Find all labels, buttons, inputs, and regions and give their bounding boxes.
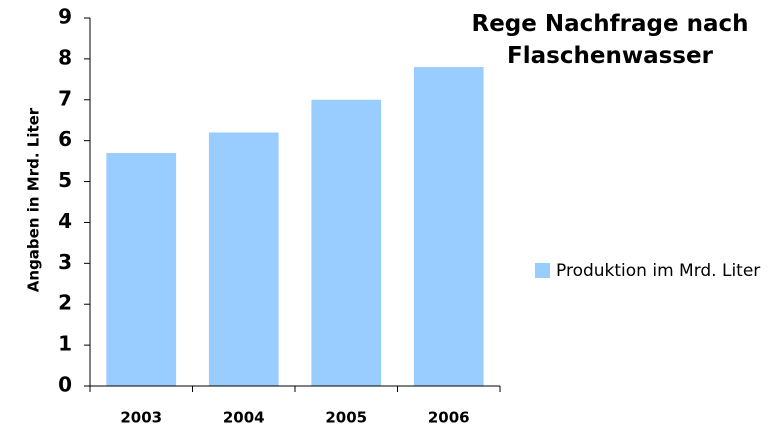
bar bbox=[311, 99, 382, 387]
bar bbox=[208, 132, 279, 386]
legend-swatch bbox=[535, 263, 550, 278]
y-tick-label: 3 bbox=[58, 250, 72, 274]
x-tick-label: 2004 bbox=[223, 409, 265, 427]
y-axis-label: Angaben in Mrd. Liter bbox=[25, 107, 43, 292]
y-tick-label: 4 bbox=[58, 209, 72, 233]
legend-label: Produktion im Mrd. Liter bbox=[556, 261, 761, 281]
x-tick-label: 2005 bbox=[325, 409, 367, 427]
y-tick-label: 5 bbox=[58, 168, 72, 192]
y-tick-label: 8 bbox=[58, 45, 72, 69]
y-tick-label: 7 bbox=[58, 86, 72, 110]
bar bbox=[413, 67, 484, 387]
y-tick-label: 1 bbox=[58, 332, 72, 356]
y-tick-label: 6 bbox=[58, 127, 72, 151]
x-tick-label: 2006 bbox=[428, 409, 470, 427]
bar bbox=[106, 152, 177, 386]
y-tick-label: 0 bbox=[58, 373, 72, 397]
x-tick-label: 2003 bbox=[120, 409, 162, 427]
y-tick-label: 9 bbox=[58, 5, 72, 29]
chart-title: Rege Nachfrage nach Flaschenwasser bbox=[471, 11, 749, 69]
y-tick-label: 2 bbox=[58, 291, 72, 315]
